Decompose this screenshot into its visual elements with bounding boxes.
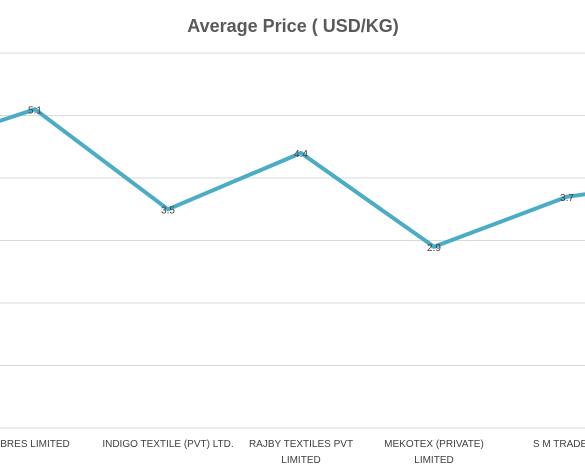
data-label: 5.1	[28, 105, 42, 116]
data-point	[432, 244, 436, 249]
x-axis-tick-labels: BRES LIMITED INDIGO TEXTILE (PVT) LTD. RAJ…	[0, 439, 585, 466]
data-point	[33, 107, 37, 112]
data-point	[166, 207, 170, 212]
x-tick-label: INDIGO TEXTILE (PVT) LTD.	[102, 439, 233, 450]
data-label: 3.7	[560, 193, 574, 204]
gridlines	[0, 52, 585, 429]
data-label: 3.5	[161, 205, 175, 216]
data-label: 4.4	[294, 149, 308, 160]
x-tick-label: BRES LIMITED	[0, 439, 69, 450]
x-tick-label: S M TRADERS	[533, 439, 585, 450]
data-point	[565, 194, 569, 199]
data-labels: 5.1 3.5 4.4 2.9 3.7	[28, 105, 574, 254]
data-label: 2.9	[427, 243, 441, 254]
chart-title: Average Price ( USD/KG)	[187, 16, 398, 36]
x-tick-label: MEKOTEX (PRIVATE) LIMITED	[384, 439, 484, 466]
data-point	[299, 151, 303, 155]
series-group	[0, 107, 585, 249]
x-tick-label: RAJBY TEXTILES PVT LIMITED	[249, 439, 353, 466]
